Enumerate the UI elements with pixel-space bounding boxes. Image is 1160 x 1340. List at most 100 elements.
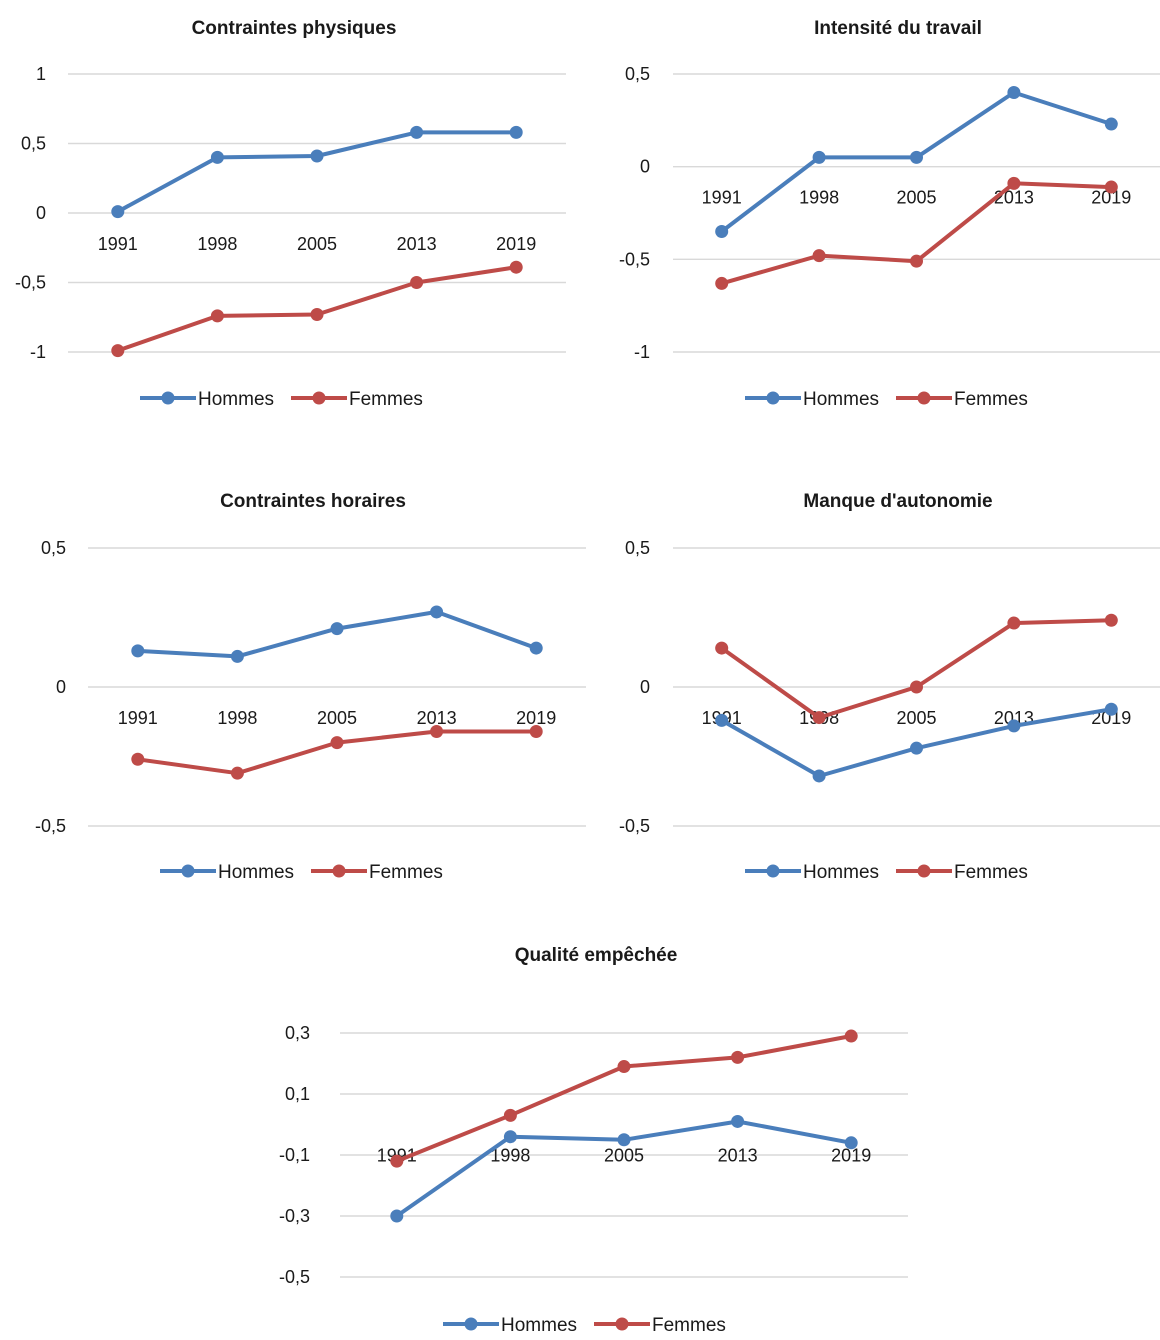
y-tick-label: 0,1 <box>285 1084 310 1104</box>
legend-marker <box>766 864 780 878</box>
y-tick-label: 0,5 <box>21 134 46 154</box>
data-point-hommes <box>1104 702 1118 716</box>
legend-label: Hommes <box>218 862 294 883</box>
y-tick-label: -1 <box>30 342 46 362</box>
data-point-hommes <box>210 150 224 164</box>
data-point-femmes <box>910 254 923 268</box>
data-point-femmes <box>1104 613 1118 627</box>
y-tick-label: 0,5 <box>41 538 66 558</box>
chart-4: Manque d'autonomie0,50-0,519911998200520… <box>619 491 1160 883</box>
legend-label: Hommes <box>198 389 274 410</box>
x-tick-label: 2005 <box>297 234 337 254</box>
x-tick-label: 2019 <box>1091 188 1131 208</box>
x-tick-label: 2005 <box>604 1146 644 1166</box>
chart-title: Contraintes horaires <box>220 491 406 512</box>
data-point-hommes <box>529 641 543 655</box>
data-point-hommes <box>1007 86 1021 100</box>
legend-marker <box>161 391 175 405</box>
data-point-femmes <box>210 309 224 323</box>
data-point-femmes <box>715 276 729 290</box>
y-tick-label: -0,1 <box>279 1145 310 1165</box>
data-point-femmes <box>529 724 543 738</box>
data-point-femmes <box>310 307 324 321</box>
data-point-femmes <box>844 1029 858 1043</box>
legend-marker <box>332 864 346 878</box>
data-point-femmes <box>111 344 125 358</box>
data-point-hommes <box>1007 719 1021 733</box>
chart-title: Manque d'autonomie <box>803 491 992 512</box>
legend-item-femmes: Femmes <box>594 1315 726 1336</box>
data-point-hommes <box>715 713 729 727</box>
x-tick-label: 1991 <box>98 234 138 254</box>
legend-item-hommes: Hommes <box>140 389 274 410</box>
data-point-hommes <box>731 1114 745 1128</box>
data-point-femmes <box>509 260 523 274</box>
x-tick-label: 2013 <box>994 188 1034 208</box>
x-tick-label: 2005 <box>317 708 357 728</box>
x-tick-label: 2019 <box>516 708 556 728</box>
x-tick-label: 2013 <box>397 234 437 254</box>
data-point-femmes <box>715 641 729 655</box>
legend-label: Femmes <box>349 389 423 410</box>
data-point-femmes <box>330 736 344 750</box>
x-tick-label: 1998 <box>217 708 257 728</box>
y-tick-label: 0 <box>36 203 46 223</box>
x-tick-label: 1998 <box>490 1146 530 1166</box>
x-tick-label: 1991 <box>702 188 742 208</box>
data-point-hommes <box>131 644 145 658</box>
data-point-hommes <box>844 1136 858 1150</box>
legend-item-hommes: Hommes <box>443 1315 577 1336</box>
legend-marker <box>917 864 931 878</box>
data-point-hommes <box>812 769 826 783</box>
series-line-hommes <box>116 130 517 214</box>
y-tick-label: -0,5 <box>35 816 66 836</box>
y-tick-label: 1 <box>36 64 46 84</box>
legend-label: Femmes <box>652 1315 726 1336</box>
y-tick-label: -0,5 <box>279 1267 310 1287</box>
data-point-hommes <box>111 205 125 219</box>
series-line-femmes <box>720 618 1112 720</box>
data-point-hommes <box>617 1133 631 1147</box>
x-tick-label: 2019 <box>831 1146 871 1166</box>
data-point-hommes <box>503 1130 517 1144</box>
data-point-femmes <box>1104 180 1118 194</box>
data-point-femmes <box>390 1154 404 1168</box>
legend-item-femmes: Femmes <box>896 862 1028 883</box>
data-point-femmes <box>812 711 826 725</box>
legend-item-hommes: Hommes <box>160 862 294 883</box>
legend-marker <box>464 1317 478 1331</box>
y-tick-label: 0,5 <box>625 64 650 84</box>
chart-3: Contraintes horaires 0,5 0 -0,5 1991 1998 2005… <box>35 491 586 883</box>
legend-label: Hommes <box>803 389 879 410</box>
chart-2: Intensité du travail 0,5 0 -0,5 -1 1991 1998 20… <box>619 18 1160 410</box>
data-point-femmes <box>430 724 444 738</box>
chart-title: Intensité du travail <box>814 18 982 39</box>
legend-item-hommes: Hommes <box>745 862 879 883</box>
y-tick-label: -0,3 <box>279 1206 310 1226</box>
data-point-hommes <box>812 150 826 164</box>
legend-label: Hommes <box>501 1315 577 1336</box>
data-point-femmes <box>617 1060 631 1074</box>
data-point-hommes <box>230 649 244 663</box>
chart-1: Contraintes physiques 1 0,5 0 -0,5 -1 1991 1998… <box>15 18 566 410</box>
legend-label: Femmes <box>954 862 1028 883</box>
x-tick-label: 2005 <box>896 188 936 208</box>
data-point-hommes <box>310 149 324 163</box>
legend-item-femmes: Femmes <box>311 862 443 883</box>
y-tick-label: -0,5 <box>15 273 46 293</box>
y-tick-label: 0 <box>640 157 650 177</box>
data-point-femmes <box>131 752 145 766</box>
y-tick-label: -0,5 <box>619 816 650 836</box>
chart-title: Qualité empêchée <box>515 945 678 966</box>
legend-marker <box>615 1317 629 1331</box>
y-tick-label: 0,3 <box>285 1023 310 1043</box>
x-tick-label: 1998 <box>799 188 839 208</box>
x-tick-label: 2013 <box>417 708 457 728</box>
data-point-femmes <box>230 766 244 780</box>
x-tick-label: 2019 <box>496 234 536 254</box>
x-tick-label: 2019 <box>1091 708 1131 728</box>
legend-item-femmes: Femmes <box>291 389 423 410</box>
y-tick-label: 0 <box>640 677 650 697</box>
x-tick-label: 1998 <box>197 234 237 254</box>
